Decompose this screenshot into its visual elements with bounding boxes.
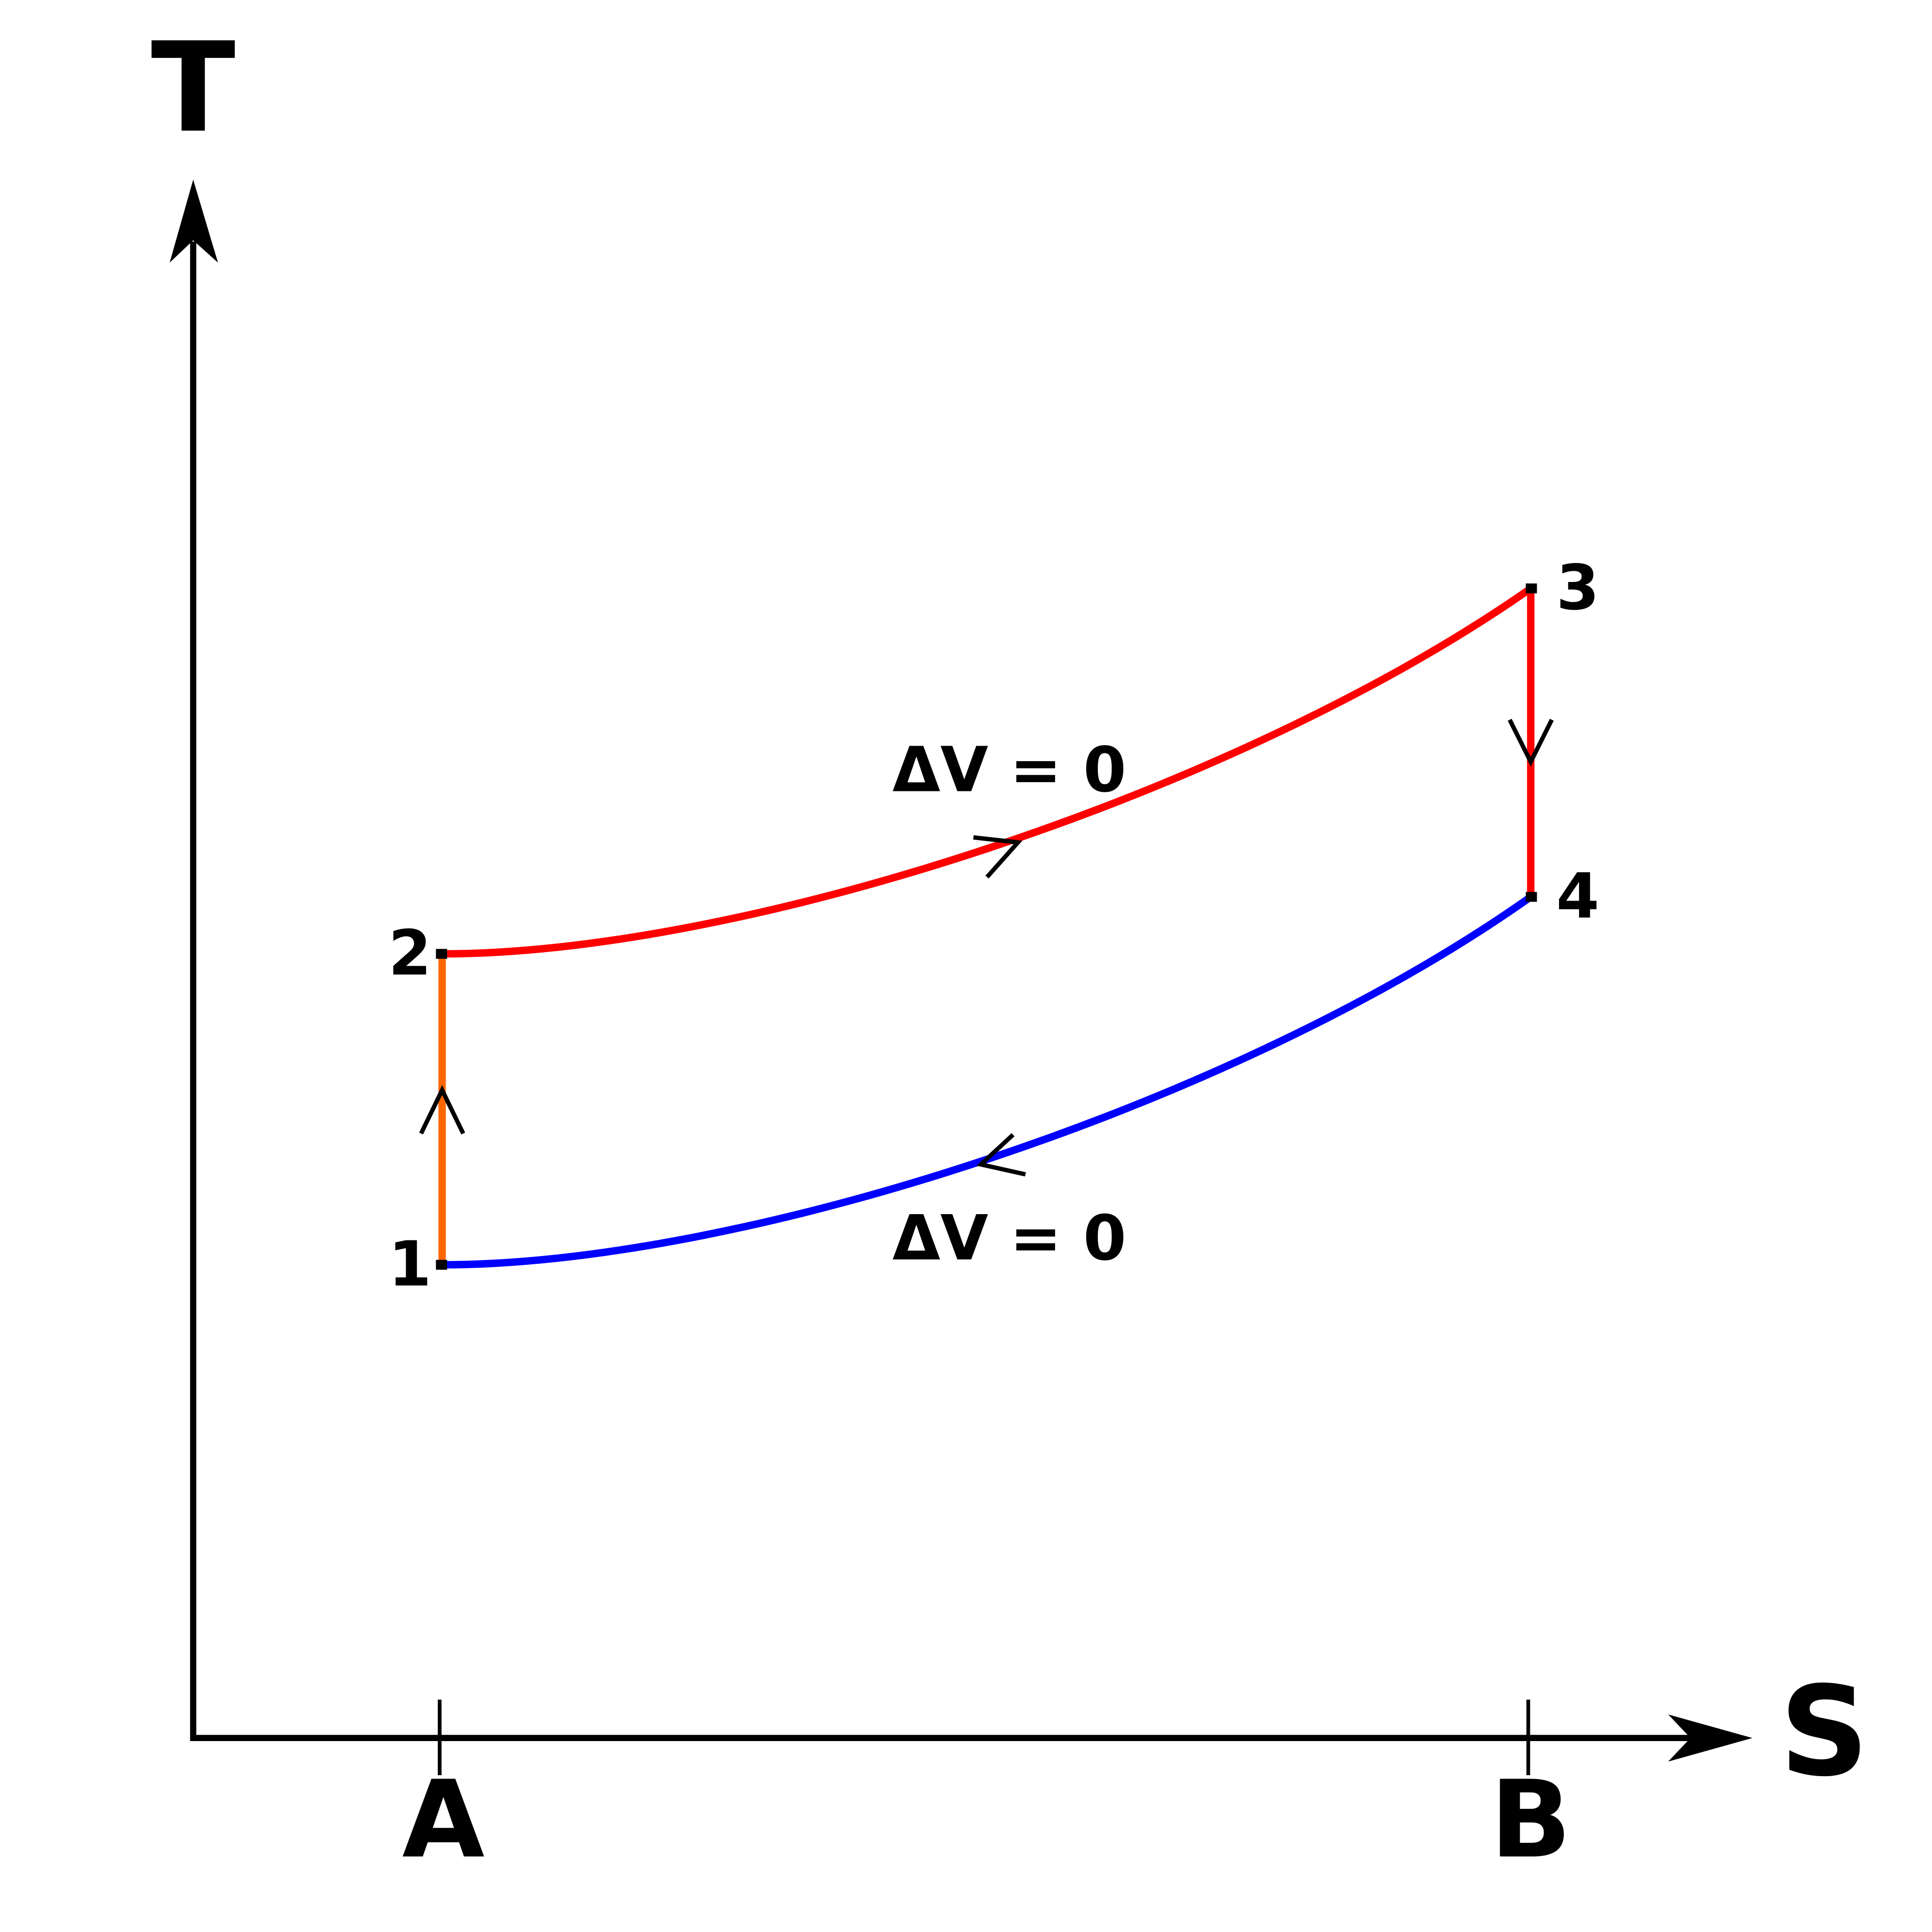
axes: [190, 242, 1690, 1742]
point-marker: [436, 949, 447, 959]
x-arrowhead: [1668, 1714, 1753, 1762]
x-tick-label: B: [1490, 1758, 1572, 1882]
point-label: 1: [389, 1228, 431, 1300]
direction-arrow: [1507, 718, 1554, 767]
process-2-3: [442, 585, 1533, 958]
y-arrowhead: [169, 179, 218, 263]
point-marker: [436, 1259, 447, 1270]
point-label: 4: [1556, 860, 1599, 932]
x-axis-label: S: [1780, 1660, 1869, 1804]
annotation: ΔV = 0: [892, 1202, 1126, 1274]
direction-arrow: [419, 1085, 465, 1135]
point-label: 3: [1556, 552, 1599, 624]
direction-arrow: [976, 1133, 1026, 1177]
point-marker: [1525, 892, 1537, 902]
direction-arrow: [973, 835, 1022, 879]
annotation: ΔV = 0: [892, 733, 1126, 806]
point-marker: [1525, 583, 1537, 594]
point-label: 2: [389, 917, 431, 989]
x-tick-label: A: [402, 1758, 484, 1882]
y-axis-label: T: [151, 16, 236, 160]
